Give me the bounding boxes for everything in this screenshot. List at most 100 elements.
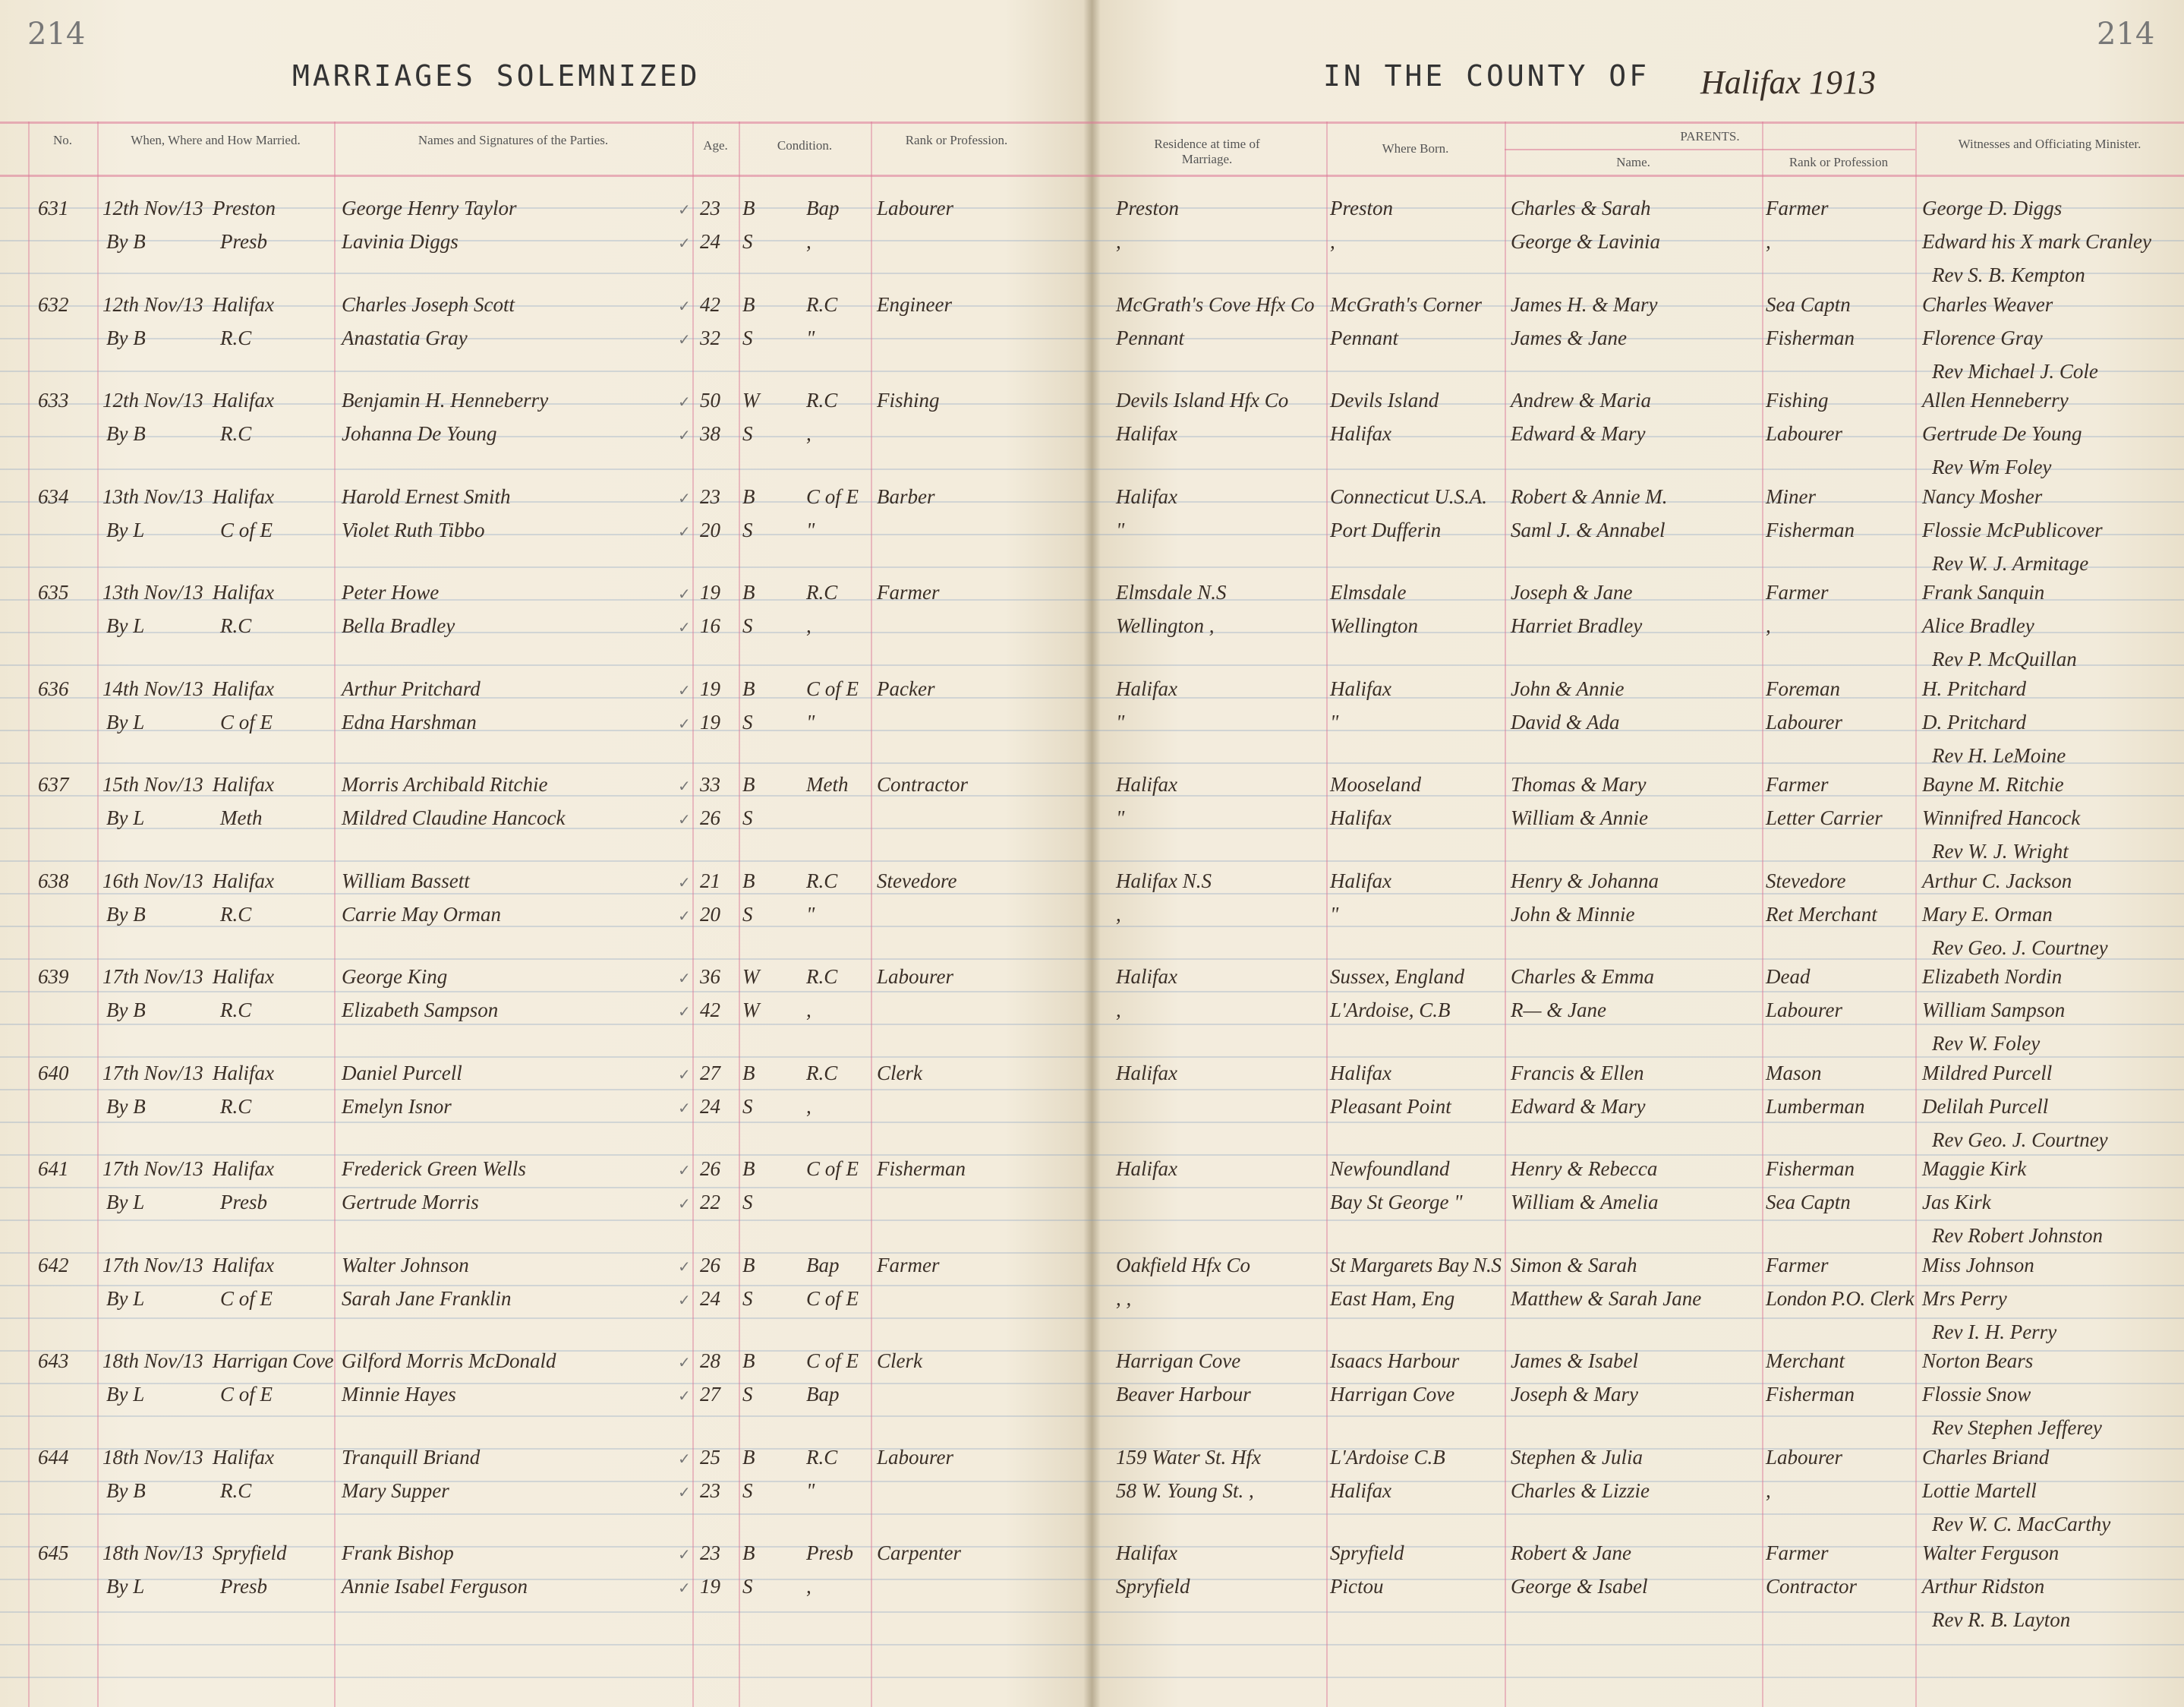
groom-condition: B xyxy=(742,773,755,796)
groom-residence: Oakfield Hfx Co xyxy=(1116,1253,1250,1276)
denomination: R.C xyxy=(220,999,252,1021)
witness-2: Lottie Martell xyxy=(1922,1478,2037,1502)
officiating-minister: Rev Geo. J. Courtney xyxy=(1932,1128,2108,1151)
groom-parents-rank: Stevedore xyxy=(1766,869,1846,892)
bride-birthplace: , xyxy=(1330,230,1335,253)
officiating-minister: Rev R. B. Layton xyxy=(1932,1608,2071,1631)
groom-rank: Clerk xyxy=(877,1349,922,1372)
bride-religion: " xyxy=(806,902,815,926)
groom-parents-rank: Farmer xyxy=(1766,773,1829,796)
bride-condition: S xyxy=(742,1575,753,1598)
groom-religion: C of E xyxy=(806,484,859,508)
header-age: Age. xyxy=(703,138,728,153)
bride-birthplace: Pennant xyxy=(1330,326,1398,349)
bride-parents: Harriet Bradley xyxy=(1511,614,1643,637)
officiating-minister: Rev Michael J. Cole xyxy=(1932,359,2098,383)
groom-parents-rank: Farmer xyxy=(1766,197,1829,219)
bride-birthplace: Halifax xyxy=(1330,806,1391,829)
column-rule xyxy=(1326,121,1328,1707)
marriage-date: 14th Nov/13 xyxy=(102,677,203,700)
marriage-place: Halifax xyxy=(213,292,274,316)
bride-religion: , xyxy=(806,614,812,637)
marriage-date: 17th Nov/13 xyxy=(102,1061,203,1084)
bride-condition: S xyxy=(742,614,753,637)
groom-condition: B xyxy=(742,1253,755,1276)
bride-residence: " xyxy=(1116,806,1125,829)
marriage-method: By L xyxy=(106,1383,145,1406)
bride-religion: , xyxy=(806,1094,812,1118)
officiating-minister: Rev P. McQuillan xyxy=(1932,648,2077,670)
bride-birthplace: Halifax xyxy=(1330,422,1391,445)
groom-name: Benjamin H. Henneberry xyxy=(342,389,549,412)
bride-residence: , xyxy=(1116,230,1121,253)
groom-birthplace: Connecticut U.S.A. xyxy=(1330,484,1487,508)
entry-number: 636 xyxy=(38,677,69,700)
check-mark-icon: ✓ xyxy=(678,234,691,252)
bride-name: Lavinia Diggs xyxy=(342,230,459,253)
bride-parents: William & Amelia xyxy=(1511,1191,1659,1213)
bride-age: 38 xyxy=(700,422,720,445)
witness-1: Allen Henneberry xyxy=(1922,389,2069,412)
column-rule xyxy=(28,121,30,1707)
check-mark-icon: ✓ xyxy=(678,1161,691,1179)
groom-name: Harold Ernest Smith xyxy=(342,484,511,508)
check-mark-icon: ✓ xyxy=(678,1482,691,1501)
groom-name: Charles Joseph Scott xyxy=(342,292,515,316)
groom-parents-rank: Merchant xyxy=(1766,1349,1845,1372)
groom-rank: Fisherman xyxy=(877,1157,966,1180)
bride-parents: John & Minnie xyxy=(1511,902,1635,926)
bride-residence: Pennant xyxy=(1116,326,1184,349)
groom-condition: B xyxy=(742,292,755,316)
bride-name: Mary Supper xyxy=(342,1478,449,1502)
groom-parents: Charles & Emma xyxy=(1511,965,1654,988)
check-mark-icon: ✓ xyxy=(678,1290,691,1309)
column-rule xyxy=(97,121,99,1707)
check-mark-icon: ✓ xyxy=(678,969,691,987)
denomination: R.C xyxy=(220,902,252,926)
groom-religion: C of E xyxy=(806,677,859,700)
bride-residence: " xyxy=(1116,710,1125,734)
bride-residence: , , xyxy=(1116,1286,1132,1310)
groom-birthplace: Mooseland xyxy=(1330,773,1421,796)
witness-2: Gertrude De Young xyxy=(1922,422,2082,445)
check-mark-icon: ✓ xyxy=(678,872,691,891)
bride-condition: S xyxy=(742,518,753,541)
witness-2: D. Pritchard xyxy=(1922,710,2026,734)
bride-birthplace: " xyxy=(1330,902,1339,926)
groom-parents-rank: Labourer xyxy=(1766,1445,1843,1469)
marriage-place: Halifax xyxy=(213,1253,274,1276)
bride-birthplace: Wellington xyxy=(1330,614,1419,637)
bride-birthplace: Port Dufferin xyxy=(1330,518,1442,541)
check-mark-icon: ✓ xyxy=(678,1387,691,1405)
witness-2: William Sampson xyxy=(1922,999,2066,1021)
groom-religion: R.C xyxy=(806,1061,838,1084)
marriage-place: Halifax xyxy=(213,869,274,892)
page-number-right: 214 xyxy=(2097,17,2155,52)
entry-number: 633 xyxy=(38,389,69,412)
bride-name: Elizabeth Sampson xyxy=(342,999,499,1021)
bride-name: Mildred Claudine Hancock xyxy=(342,806,566,829)
check-mark-icon: ✓ xyxy=(678,1353,691,1371)
check-mark-icon: ✓ xyxy=(678,1449,691,1468)
bride-age: 24 xyxy=(700,230,720,253)
entry-number: 641 xyxy=(38,1157,69,1180)
bride-name: Sarah Jane Franklin xyxy=(342,1286,512,1310)
ruled-lines xyxy=(0,176,2184,1707)
bride-parents-rank: Labourer xyxy=(1766,422,1843,445)
bride-name: Edna Harshman xyxy=(342,710,477,734)
groom-age: 19 xyxy=(700,581,720,604)
witness-1: Frank Sanquin xyxy=(1922,581,2045,604)
column-rule xyxy=(1762,121,1763,1707)
check-mark-icon: ✓ xyxy=(678,1098,691,1117)
witness-1: Elizabeth Nordin xyxy=(1922,965,2063,988)
bride-religion: " xyxy=(806,518,815,541)
bride-parents: R— & Jane xyxy=(1511,999,1606,1021)
check-mark-icon: ✓ xyxy=(678,200,691,219)
marriage-date: 16th Nov/13 xyxy=(102,869,203,892)
groom-age: 28 xyxy=(700,1349,720,1372)
witness-1: Norton Bears xyxy=(1922,1349,2034,1372)
check-mark-icon: ✓ xyxy=(678,810,691,828)
officiating-minister: Rev Robert Johnston xyxy=(1932,1224,2103,1247)
entry-number: 642 xyxy=(38,1253,69,1276)
bride-religion: " xyxy=(806,1478,815,1502)
